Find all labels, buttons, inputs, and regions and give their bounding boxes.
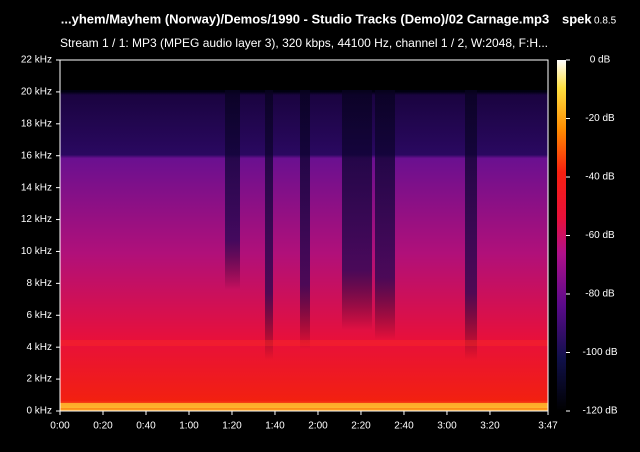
x-tick-label: 3:00 xyxy=(437,421,457,432)
colorbar-tick-label: -100 dB xyxy=(582,347,617,358)
plot-frame xyxy=(59,59,549,412)
y-tick-label: 8 kHz xyxy=(26,278,52,289)
x-tick-label: 0:20 xyxy=(93,421,113,432)
x-tick-label: 0:00 xyxy=(50,421,70,432)
colorbar-tick-label: -20 dB xyxy=(585,113,615,124)
colorbar-tick-label: -40 dB xyxy=(585,172,615,183)
y-tick-label: 4 kHz xyxy=(26,342,52,353)
app-name: spek xyxy=(562,11,592,26)
colorbar-tick-label: 0 dB xyxy=(590,55,611,66)
y-tick-label: 22 kHz xyxy=(21,55,52,66)
x-tick-label: 3:20 xyxy=(480,421,500,432)
colorbar-tick-label: -80 dB xyxy=(585,289,615,300)
y-tick-label: 12 kHz xyxy=(21,214,52,225)
x-tick-label: 0:40 xyxy=(136,421,156,432)
colorbar-tick-label: -60 dB xyxy=(585,230,615,241)
file-title: ...yhem/Mayhem (Norway)/Demos/1990 - Stu… xyxy=(61,11,549,26)
y-tick-label: 0 kHz xyxy=(26,406,52,417)
y-tick-label: 18 kHz xyxy=(21,118,52,129)
y-tick-label: 20 kHz xyxy=(21,87,52,98)
x-tick-label: 2:20 xyxy=(351,421,371,432)
y-tick-label: 14 kHz xyxy=(21,182,52,193)
x-tick-label: 2:00 xyxy=(308,421,328,432)
colorbar xyxy=(557,60,566,411)
y-tick-label: 10 kHz xyxy=(21,246,52,257)
x-tick-label: 3:47 xyxy=(538,421,558,432)
spectrogram xyxy=(60,60,548,411)
y-tick-label: 6 kHz xyxy=(26,310,52,321)
stream-info: Stream 1 / 1: MP3 (MPEG audio layer 3), … xyxy=(60,36,548,50)
app-version: 0.8.5 xyxy=(594,16,617,27)
x-tick-label: 2:40 xyxy=(394,421,414,432)
y-tick-label: 2 kHz xyxy=(26,374,52,385)
x-tick-label: 1:40 xyxy=(265,421,285,432)
colorbar-tick-label: -120 dB xyxy=(582,406,617,417)
x-tick-label: 1:00 xyxy=(179,421,199,432)
y-tick-label: 16 kHz xyxy=(21,150,52,161)
x-tick-label: 1:20 xyxy=(222,421,242,432)
